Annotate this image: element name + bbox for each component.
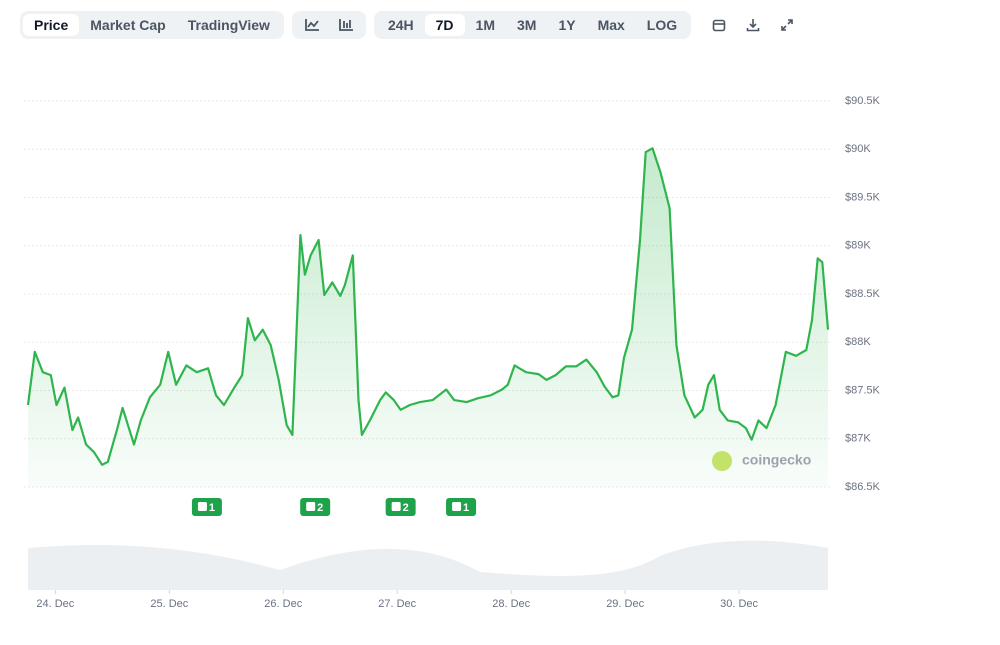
icon [781,19,793,31]
event-count: 1 [463,502,469,514]
event-badge-icon [452,502,462,511]
toolbar-button[interactable]: Market Cap [90,17,166,33]
y-tick-label: $89K [845,240,871,252]
event-badge-icon [391,502,401,511]
tools-group [699,11,808,39]
icon [746,19,760,32]
x-tick-label: 29. Dec [606,598,644,610]
toolbar-button[interactable]: 7D [424,14,465,36]
toolbar-button[interactable]: 3M [516,17,537,33]
x-tick-label: 30. Dec [720,598,758,610]
x-tick-label: 25. Dec [150,598,188,610]
tab-group: Price Market Cap TradingView [20,11,284,39]
event-badge-bg [300,498,331,516]
line-chart-icon[interactable] [295,14,329,36]
y-tick-label: $88K [845,336,871,348]
toolbar-button[interactable]: TradingView [187,17,270,33]
toolbar-button[interactable]: 24H [387,17,414,33]
fullscreen-icon[interactable] [770,14,804,36]
event-badge: 1 [446,498,477,516]
y-tick-label: $86.5K [845,481,881,493]
toolbar-button[interactable]: 1M [475,17,495,33]
toolbar-button[interactable]: LOG [646,17,678,33]
price-line [26,147,830,466]
x-tick-label: 28. Dec [492,598,530,610]
event-badge-bg [191,498,222,516]
toolbar: Price Market Cap TradingView 24H 7D 1M 3M 1Y Ma… [20,8,808,42]
event-badge: 2 [300,498,331,516]
event-count: 2 [403,502,409,514]
event-badge: 1 [191,498,222,516]
event-badge-bg [446,498,477,516]
toolbar-button[interactable]: Price [23,14,80,36]
y-tick-label: $90.5K [845,95,881,107]
event-badge: 2 [385,498,416,516]
x-tick-label: 24. Dec [36,598,74,610]
watermark: coingecko [712,451,811,471]
calendar-icon[interactable] [702,14,736,36]
x-tick-label: 26. Dec [264,598,302,610]
event-badge-bg [385,498,416,516]
icon [339,19,353,31]
price-area [28,148,828,488]
y-tick-label: $87K [845,433,871,445]
watermark-text: coingecko [742,452,811,468]
y-tick-label: $89.5K [845,191,881,203]
range-group: 24H 7D 1M 3M 1Y Max LOG [373,11,692,39]
chart-style-group [291,11,366,39]
icon [712,19,726,32]
icon [305,19,319,31]
y-tick-label: $87.5K [845,384,881,396]
event-count: 2 [317,502,323,514]
y-tick-label: $88.5K [845,288,881,300]
event-badge-icon [197,502,207,511]
candle-chart-icon[interactable] [329,14,363,36]
download-icon[interactable] [736,14,770,36]
toolbar-button[interactable]: 1Y [558,17,576,33]
event-count: 1 [209,502,215,514]
toolbar-button[interactable]: Max [597,17,625,33]
watermark-logo [712,451,732,471]
x-tick-label: 27. Dec [378,598,416,610]
y-tick-label: $90K [845,143,871,155]
event-badge-icon [306,502,316,511]
volume-area [28,540,828,590]
